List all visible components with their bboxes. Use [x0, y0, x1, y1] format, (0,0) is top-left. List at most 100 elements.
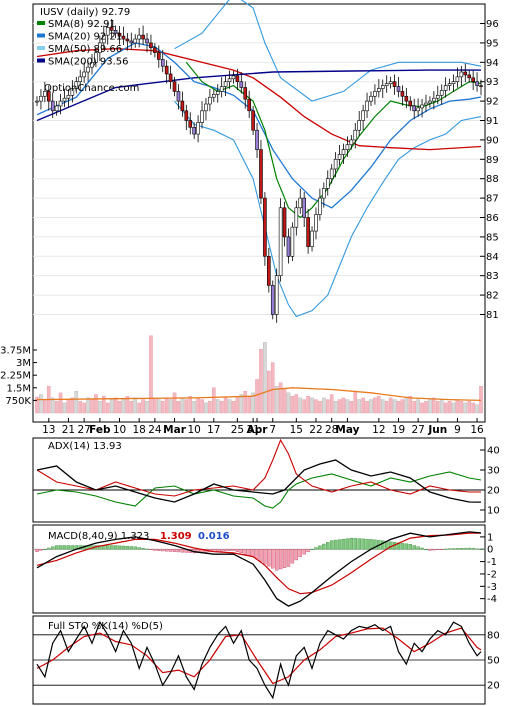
- candle-body: [412, 105, 417, 112]
- candle-body: [172, 81, 177, 92]
- price-y-tick-label: 86: [486, 213, 499, 224]
- candle-body: [377, 88, 381, 92]
- volume-bar: [322, 397, 326, 414]
- volume-bar: [263, 342, 267, 414]
- volume-bar: [459, 401, 464, 414]
- macd-histogram-bar: [436, 549, 440, 550]
- macd-histogram-bar: [161, 549, 165, 552]
- macd-histogram-bar: [365, 538, 369, 550]
- macd-histogram-bar: [333, 539, 338, 550]
- volume-bar: [208, 401, 212, 414]
- candle-body: [54, 105, 59, 112]
- candle-body: [443, 85, 448, 91]
- candle-body: [74, 81, 79, 89]
- price-y-tick-label: 87: [486, 194, 499, 205]
- stochastic-y-tick-label: 50: [487, 656, 500, 667]
- macd-histogram-bar: [58, 545, 63, 550]
- macd-histogram-bar: [141, 548, 145, 550]
- macd-histogram-bar: [310, 549, 314, 550]
- bollinger-lower-line: [174, 100, 482, 318]
- candle-body: [282, 207, 287, 238]
- macd-histogram-bar: [109, 545, 114, 550]
- macd-signal-line: [36, 532, 482, 595]
- macd-histogram-bar: [479, 548, 483, 550]
- price-y-tick-label: 92: [486, 97, 499, 108]
- volume-bar: [325, 399, 330, 414]
- sma20-line: [36, 42, 482, 209]
- macd-histogram-bar: [459, 548, 464, 550]
- macd-histogram-bar: [62, 545, 67, 550]
- volume-bar: [463, 402, 468, 414]
- candle-body: [219, 86, 224, 92]
- macd-histogram-bar: [247, 549, 251, 556]
- candle-body: [298, 197, 303, 209]
- candle-body: [263, 197, 267, 257]
- volume-bar: [349, 401, 354, 414]
- legend-label: SMA(8) 92.91: [48, 19, 116, 30]
- volume-bar: [219, 401, 224, 414]
- candle-body: [322, 188, 326, 199]
- macd-histogram-bar: [168, 549, 173, 552]
- volume-bar: [196, 397, 200, 414]
- candle-body: [294, 207, 299, 228]
- candle-body: [306, 217, 310, 247]
- candle-body: [121, 35, 126, 40]
- macd-y-tick-label: -1: [487, 557, 497, 568]
- candle-body: [325, 178, 330, 189]
- volume-bar: [239, 394, 244, 414]
- candle-body: [192, 126, 196, 135]
- volume-bar: [243, 390, 248, 414]
- candle-body: [373, 91, 377, 97]
- candle-body: [428, 100, 432, 104]
- volume-bar: [278, 382, 283, 414]
- macd-histogram-bar: [282, 549, 287, 568]
- macd-histogram-bar: [263, 549, 267, 565]
- adx-plus-di-line: [36, 438, 481, 497]
- volume-bar: [471, 402, 475, 414]
- macd-histogram-bar: [133, 546, 137, 550]
- macd-title: MACD(8,40,9) 1.323: [48, 531, 149, 542]
- volume-bar: [94, 394, 98, 414]
- macd-histogram-value: 0.016: [198, 531, 230, 542]
- macd-histogram-bar: [113, 545, 118, 550]
- x-tick-label: Feb: [89, 424, 111, 436]
- volume-bar: [58, 392, 63, 414]
- adx-title: ADX(14) 13.93: [48, 441, 122, 452]
- candle-body: [432, 97, 436, 102]
- chart-title: IUSV (daily) 92.79: [40, 7, 130, 18]
- volume-bar: [168, 399, 173, 414]
- volume-bar: [117, 401, 122, 414]
- volume-bar: [259, 348, 263, 414]
- price-y-tick-label: 81: [486, 310, 499, 321]
- volume-bar: [314, 399, 318, 414]
- macd-histogram-bar: [219, 549, 224, 552]
- candle-body: [98, 42, 102, 53]
- macd-y-tick-label: 1: [487, 532, 493, 543]
- macd-histogram-bar: [259, 549, 263, 562]
- volume-bar: [70, 397, 75, 414]
- volume-bar: [353, 390, 358, 414]
- volume-bar: [479, 385, 483, 414]
- volume-bar: [400, 399, 405, 414]
- candle-body: [408, 100, 413, 107]
- candle-body: [420, 104, 424, 109]
- volume-bar: [172, 392, 177, 414]
- candle-body: [153, 47, 157, 53]
- macd-panel: 1 0-1-2 -3-4 MACD(8,40,9) 1.323 1.309 0.01…: [32, 524, 497, 614]
- volume-bar: [251, 392, 255, 414]
- candle-body: [90, 62, 94, 68]
- volume-bar: [255, 379, 259, 414]
- volume-bar: [121, 399, 126, 414]
- volume-bar: [145, 401, 149, 414]
- macd-histogram-bar: [443, 548, 448, 550]
- candle-body: [318, 197, 322, 215]
- macd-histogram-bar: [404, 543, 409, 550]
- macd-histogram-bar: [314, 547, 318, 550]
- volume-bar: [137, 402, 141, 414]
- candle-body: [349, 139, 354, 146]
- macd-histogram-bar: [47, 547, 51, 550]
- macd-histogram-bar: [373, 539, 377, 550]
- macd-title-value: 1.323: [121, 531, 150, 542]
- candle-body: [157, 52, 161, 60]
